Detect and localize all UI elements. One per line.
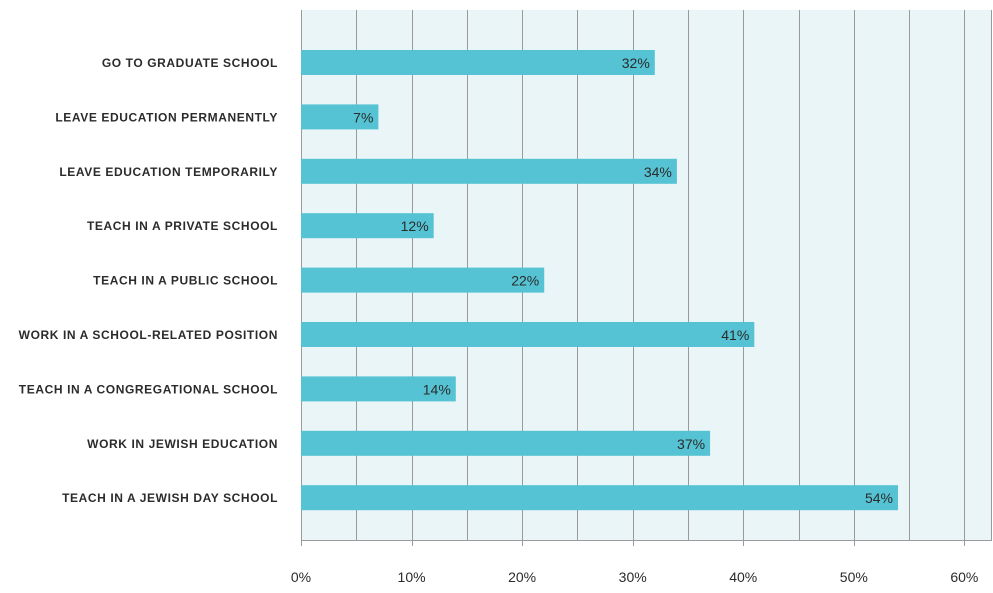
data-label: 41% xyxy=(721,327,749,343)
bar xyxy=(301,485,899,511)
category-label: LEAVE EDUCATION TEMPORARILY xyxy=(59,165,278,179)
data-label: 37% xyxy=(677,436,705,452)
category-label: TEACH IN A CONGREGATIONAL SCHOOL xyxy=(19,382,278,396)
x-tick-label: 10% xyxy=(398,569,426,585)
data-label: 12% xyxy=(401,218,429,234)
category-label: GO TO GRADUATE SCHOOL xyxy=(102,56,278,70)
x-tick-label: 50% xyxy=(840,569,868,585)
category-label: TEACH IN A JEWISH DAY SCHOOL xyxy=(62,491,278,505)
category-label: WORK IN JEWISH EDUCATION xyxy=(87,437,278,451)
bar xyxy=(301,430,711,456)
bar xyxy=(301,376,456,402)
bar xyxy=(301,213,434,239)
category-label: WORK IN A SCHOOL-RELATED POSITION xyxy=(19,328,278,342)
data-label: 32% xyxy=(622,55,650,71)
data-label: 54% xyxy=(865,490,893,506)
bar xyxy=(301,158,677,184)
x-tick-label: 20% xyxy=(508,569,536,585)
bar xyxy=(301,267,545,293)
x-tick-label: 40% xyxy=(729,569,757,585)
category-label: TEACH IN A PUBLIC SCHOOL xyxy=(93,274,278,288)
x-tick-label: 0% xyxy=(291,569,311,585)
category-label: TEACH IN A PRIVATE SCHOOL xyxy=(87,219,278,233)
bar xyxy=(301,104,379,130)
data-label: 34% xyxy=(644,164,672,180)
bar xyxy=(301,50,655,75)
data-label: 22% xyxy=(511,273,539,289)
category-label: LEAVE EDUCATION PERMANENTLY xyxy=(55,110,278,124)
bar xyxy=(301,322,755,347)
data-label: 7% xyxy=(353,109,373,125)
x-tick-label: 30% xyxy=(619,569,647,585)
data-label: 14% xyxy=(423,381,451,397)
x-tick-label: 60% xyxy=(950,569,978,585)
